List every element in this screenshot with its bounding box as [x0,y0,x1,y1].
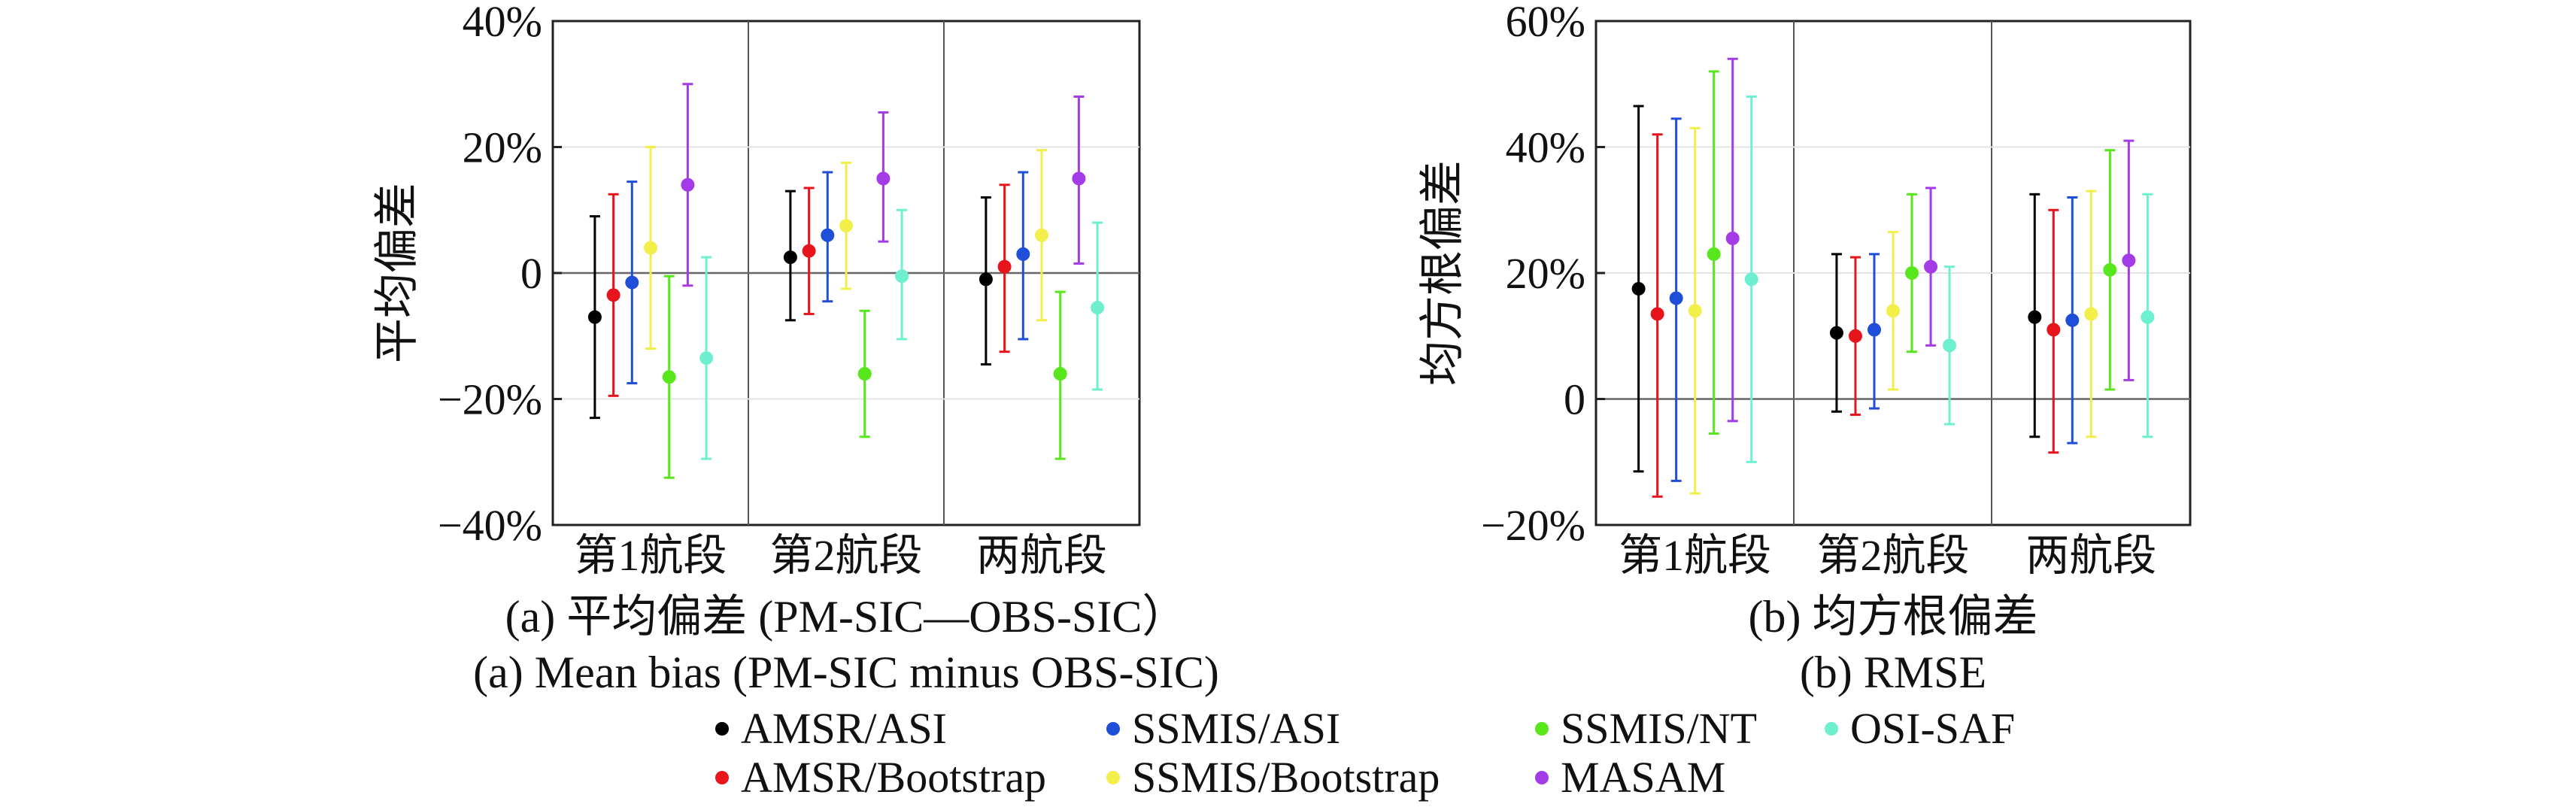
panel-a-point-amsr-bootstrap-3 [997,259,1012,274]
panel-a-ylabel: 平均偏差 [371,183,423,363]
panel-b-ytick-label-0: −20% [1481,501,1585,550]
panel-a-ytick-label-2: 0 [520,249,542,298]
panel-a-point-osi-saf-3 [1091,301,1105,315]
panel-a-point-ssmis-asi-3 [1016,247,1030,261]
panel-a-caption-en: (a) Mean bias (PM-SIC minus OBS-SIC) [473,648,1219,697]
panel-b-point-ssmis-bootstrap-1 [1688,304,1702,318]
panel-b-point-masam-2 [1924,259,1938,274]
panel-b-category-label-2: 第2航段 [1816,531,1969,580]
panel-a-point-amsr-asi-2 [783,250,797,265]
legend-label-masam: MASAM [1561,753,1725,802]
panel-a-ytick-label-1: −20% [438,375,542,424]
panel-b-point-masam-1 [1725,231,1740,245]
panel-a-xticks: 第1航段 第2航段 两航段 [574,531,1107,580]
panel-a-point-ssmis-nt-1 [662,370,676,384]
legend-marker-masam [1535,771,1549,784]
panel-b-point-ssmis-nt-2 [1905,266,1919,280]
panel-b-point-osi-saf-2 [1943,338,1957,353]
legend-label-amsr-asi: AMSR/ASI [741,704,947,753]
panel-a-marks [587,83,1105,479]
legend-marker-amsr-asi [715,722,729,736]
panel-a-point-masam-1 [681,177,695,192]
panel-b-point-ssmis-bootstrap-3 [2084,307,2098,321]
panel-b-point-amsr-bootstrap-3 [2047,323,2061,337]
panel-a-point-ssmis-bootstrap-2 [839,219,853,233]
panel-a-category-label-1: 第1航段 [574,531,727,580]
panel-b-point-masam-3 [2122,253,2136,268]
panel-a-point-ssmis-nt-3 [1053,367,1067,381]
legend-label-ssmis-nt: SSMIS/NT [1561,704,1757,753]
panel-a-ytick-label-0: −40% [438,501,542,550]
panel-a-ytick-label-3: 20% [463,123,542,172]
panel-b-point-osi-saf-3 [2141,310,2155,324]
panel-b-point-ssmis-bootstrap-2 [1886,304,1900,318]
panel-b-point-ssmis-asi-2 [1867,323,1881,337]
panel-b-point-ssmis-asi-1 [1669,291,1683,305]
panel-a-point-amsr-asi-1 [587,310,602,324]
panel-a-point-ssmis-bootstrap-1 [644,241,657,255]
legend-marker-osi-saf [1825,722,1838,736]
panel-b-point-amsr-asi-2 [1829,326,1843,340]
legend-label-ssmis-bootstrap: SSMIS/Bootstrap [1132,753,1440,802]
panel-b-point-ssmis-asi-3 [2065,313,2080,327]
legend-label-amsr-bootstrap: AMSR/Bootstrap [741,753,1046,802]
panel-b-yticks: −20% 0 20% 40% 60% [1481,0,1605,550]
panel-b-ytick-label-2: 20% [1506,249,1585,298]
panel-b-point-osi-saf-1 [1744,272,1758,287]
legend-label-ssmis-asi: SSMIS/ASI [1132,704,1340,753]
panel-a-point-ssmis-asi-2 [821,228,835,242]
legend-marker-ssmis-asi [1106,722,1120,736]
panel-b-category-label-1: 第1航段 [1619,531,1771,580]
panel-a-caption-cn: (a) 平均偏差 (PM-SIC—OBS-SIC） [505,592,1188,642]
panel-b-point-amsr-asi-1 [1631,281,1646,296]
panel-a-category-label-3: 两航段 [976,531,1107,580]
legend-marker-ssmis-bootstrap [1106,771,1120,784]
panel-a-point-osi-saf-2 [895,269,909,284]
legend-marker-ssmis-nt [1535,722,1549,736]
panel-b-caption-en: (b) RMSE [1800,648,1986,697]
panel-a: −40% −20% 0 20% 40% 第1航段 第2航段 两航段 平均偏差 (a) 平均偏… [371,0,1219,697]
panel-a-point-amsr-bootstrap-1 [606,288,620,302]
panel-b-ytick-label-4: 60% [1506,0,1585,46]
panel-a-point-amsr-bootstrap-2 [802,244,816,258]
panel-a-point-ssmis-nt-2 [857,367,872,381]
legend-marker-amsr-bootstrap [715,771,729,784]
panel-b-point-amsr-bootstrap-2 [1848,329,1862,343]
panel-b-point-amsr-bootstrap-1 [1650,307,1664,321]
panel-a-point-ssmis-bootstrap-3 [1035,228,1048,242]
panel-a-ytick-label-4: 40% [463,0,542,46]
panel-b-point-ssmis-nt-1 [1707,247,1721,261]
panel-a-point-ssmis-asi-1 [625,275,639,290]
legend: AMSR/ASI SSMIS/ASI SSMIS/NT OSI-SAF AMSR… [715,704,2015,802]
panel-b: −20% 0 20% 40% 60% 第1航段 第2航段 两航段 均方根偏差 (b) 均方根… [1416,0,2192,697]
panel-a-point-masam-3 [1072,171,1086,186]
panel-b-ytick-label-3: 40% [1506,123,1585,172]
panel-b-marks [1631,57,2155,498]
panel-a-yticks: −40% −20% 0 20% 40% [438,0,562,550]
panel-b-point-amsr-asi-3 [2028,310,2042,324]
panel-b-caption-cn: (b) 均方根偏差 [1749,592,2038,642]
legend-label-osi-saf: OSI-SAF [1850,704,2015,753]
panel-a-category-label-2: 第2航段 [769,531,922,580]
panel-b-ylabel: 均方根偏差 [1416,160,1469,386]
panel-b-point-ssmis-nt-3 [2103,262,2117,277]
panel-a-point-masam-2 [876,171,891,186]
panel-b-xticks: 第1航段 第2航段 两航段 [1619,531,2156,580]
panel-a-point-osi-saf-1 [699,351,714,366]
panel-b-ytick-label-1: 0 [1564,375,1585,424]
panel-b-category-label-3: 两航段 [2025,531,2156,580]
panel-a-point-amsr-asi-3 [979,272,993,287]
